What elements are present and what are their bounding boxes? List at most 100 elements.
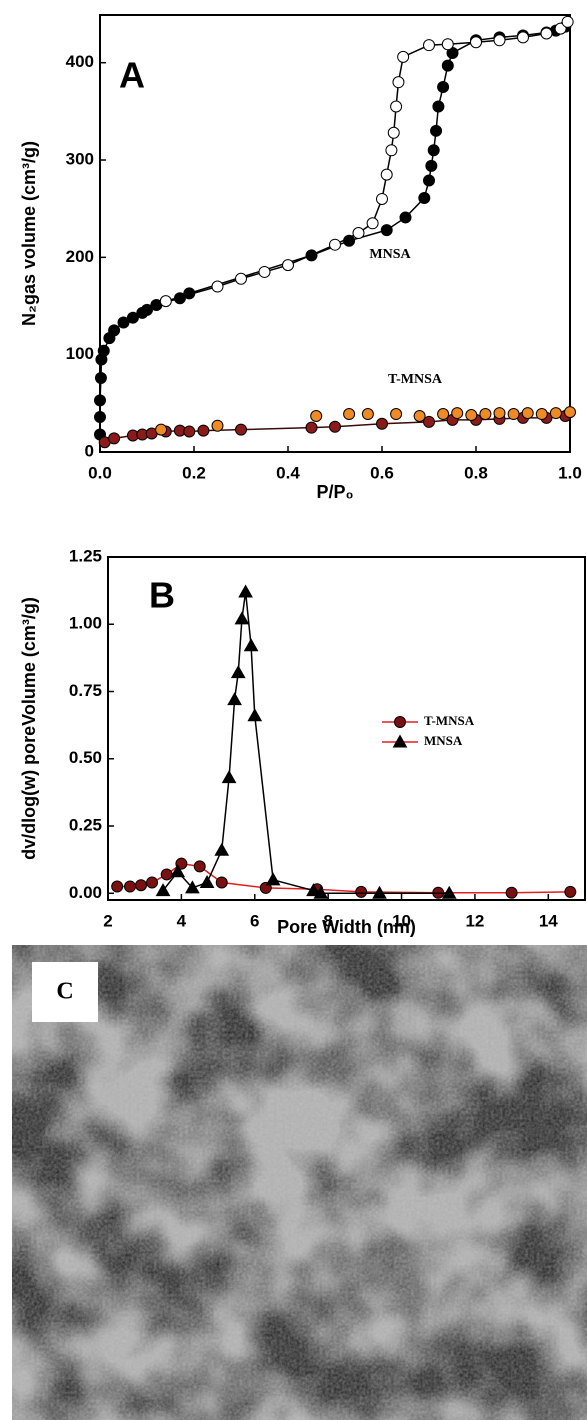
- marker: [193, 860, 206, 873]
- marker: [243, 638, 259, 652]
- marker: [97, 344, 110, 357]
- image-texture: [12, 945, 587, 1420]
- marker: [94, 410, 106, 423]
- marker: [549, 407, 562, 420]
- marker: [372, 885, 387, 899]
- marker: [423, 39, 435, 52]
- marker: [387, 126, 400, 139]
- marker: [227, 692, 242, 706]
- y-tick-label: 0.00: [69, 883, 102, 902]
- marker: [247, 708, 263, 722]
- y-axis-label: N₂gas volume (cm³/g): [19, 141, 39, 326]
- marker: [394, 716, 406, 728]
- marker: [418, 191, 431, 204]
- chart: 2 4 6 8 10 12 14 0.00 0.25 0.50 0.75 1.00 1.25 Pore W…: [19, 546, 586, 937]
- marker: [126, 311, 139, 324]
- x-tick-label: 0.8: [464, 463, 488, 482]
- series: [159, 15, 574, 308]
- marker: [413, 409, 426, 422]
- marker: [376, 417, 388, 430]
- marker: [124, 880, 137, 893]
- y-tick-label: 1.25: [69, 546, 102, 565]
- series-line: [165, 21, 569, 302]
- legend-label: MNSA: [424, 733, 463, 748]
- marker: [493, 407, 506, 420]
- marker: [399, 211, 412, 224]
- marker: [465, 409, 478, 422]
- marker: [108, 324, 121, 337]
- marker: [425, 159, 438, 172]
- marker: [94, 394, 106, 407]
- marker: [397, 50, 410, 63]
- marker: [111, 880, 124, 893]
- marker: [521, 407, 534, 420]
- series: [94, 20, 572, 441]
- marker: [155, 883, 171, 897]
- marker: [507, 408, 520, 421]
- marker: [329, 238, 341, 251]
- marker: [479, 408, 492, 421]
- marker: [159, 295, 172, 308]
- marker: [437, 81, 450, 94]
- marker: [211, 419, 224, 432]
- series: [155, 584, 457, 899]
- marker: [432, 100, 445, 113]
- marker: [160, 868, 173, 881]
- marker: [235, 423, 247, 436]
- y-tick-label: 0.25: [69, 816, 102, 835]
- marker: [441, 59, 454, 72]
- marker: [343, 408, 356, 421]
- y-axis-label: dv/dlog(w) poreVolume (cm³/g): [19, 597, 39, 860]
- x-tick-label: 6: [250, 911, 259, 930]
- marker: [470, 36, 482, 49]
- series: [155, 406, 576, 436]
- y-tick-label: 0.50: [69, 748, 102, 767]
- marker: [155, 423, 168, 436]
- series-line: [99, 25, 566, 435]
- marker: [535, 408, 548, 421]
- x-tick-label: 0.6: [370, 463, 394, 482]
- panel-label: C: [56, 979, 73, 1005]
- marker: [561, 15, 574, 28]
- y-tick-label: 100: [66, 344, 94, 363]
- marker: [423, 415, 435, 428]
- plot-frame: [107, 556, 586, 901]
- x-axis-label: Pore Width (nm): [277, 917, 416, 937]
- marker: [305, 421, 318, 434]
- marker: [199, 874, 215, 889]
- marker: [211, 280, 224, 293]
- marker: [117, 316, 130, 329]
- marker: [282, 259, 294, 272]
- marker: [517, 31, 529, 44]
- y-tick-label: 400: [66, 52, 94, 71]
- marker: [258, 265, 271, 278]
- marker: [94, 372, 107, 385]
- marker: [366, 217, 379, 230]
- marker: [493, 34, 506, 47]
- series: [111, 857, 577, 899]
- marker: [265, 872, 281, 886]
- marker: [361, 408, 374, 421]
- x-tick-label: 0.4: [276, 463, 300, 482]
- y-tick-label: 200: [66, 247, 94, 266]
- marker: [423, 174, 435, 187]
- marker: [185, 880, 200, 894]
- x-tick-label: 12: [465, 911, 484, 930]
- y-tick-label: 300: [66, 150, 94, 169]
- x-tick-label: 0.2: [182, 463, 206, 482]
- marker: [108, 432, 121, 445]
- marker: [385, 144, 398, 157]
- marker: [441, 885, 457, 899]
- marker: [390, 100, 403, 113]
- marker: [437, 408, 450, 421]
- legend-label: T-MNSA: [424, 713, 475, 728]
- x-tick-label: 8: [323, 911, 332, 930]
- marker: [310, 409, 323, 422]
- marker: [380, 168, 393, 181]
- annotation: MNSA: [369, 247, 411, 262]
- marker: [306, 883, 321, 897]
- marker: [238, 584, 253, 598]
- marker: [214, 842, 230, 856]
- marker: [146, 876, 159, 889]
